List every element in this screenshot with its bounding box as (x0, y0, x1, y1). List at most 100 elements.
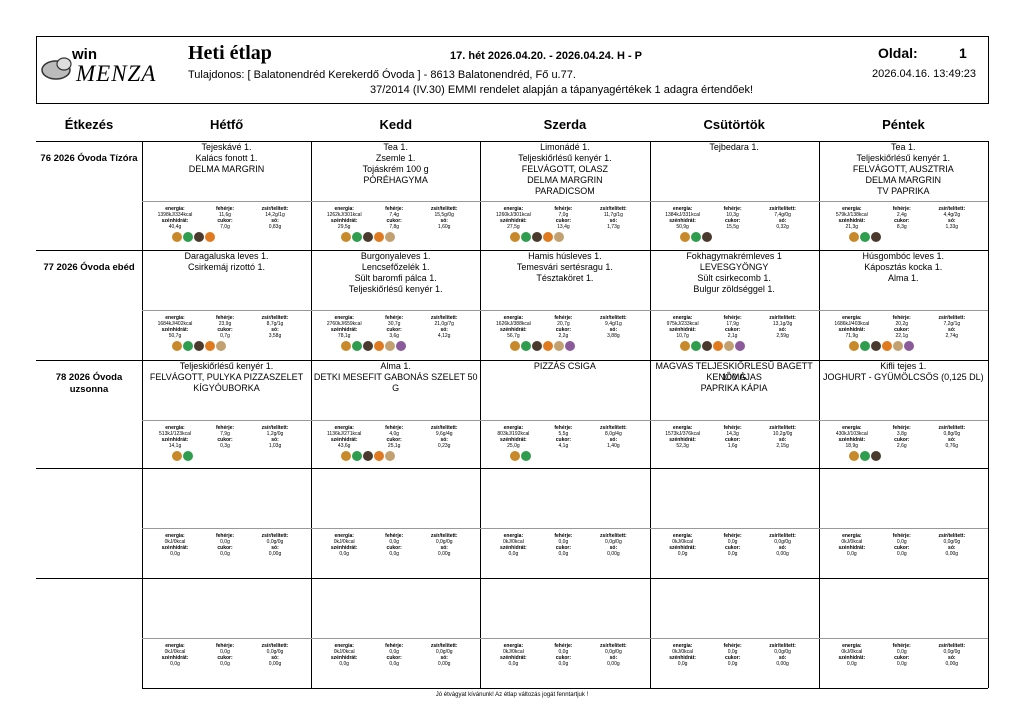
nutrition-label: zsír/telített: (261, 533, 289, 539)
nutrition-label: szénhidrát: (161, 655, 189, 661)
nutrition-separator (142, 310, 988, 311)
nutrition-label: fehérje: (554, 315, 573, 321)
menu-item: Csirkemáj rizottó 1. (187, 262, 266, 272)
nutrition-label: energia: (165, 643, 185, 649)
logo-large: MENZA (76, 61, 157, 86)
menu-item: Sült csirkecomb 1. (697, 273, 771, 283)
nutrition-label: só: (778, 437, 787, 443)
nutrition-value: 0,0g (558, 539, 569, 545)
nutrition-value: 13,1g/3g (772, 321, 793, 327)
allergen-icon (352, 232, 363, 242)
nutrition-label: szénhidrát: (838, 218, 866, 224)
menu-item: Kalács fonott 1. (195, 153, 258, 163)
nutrition-value: 14,3g (726, 431, 739, 437)
nutrition-label: só: (271, 327, 279, 333)
nutrition-label: zsír/telített: (769, 643, 796, 649)
nutrition-value: 1,03g (268, 443, 282, 449)
menu-item: Tésztaköret 1. (536, 273, 594, 283)
nutrition-label: zsír/telített: (769, 315, 796, 321)
nutrition-label: zsír/telített: (430, 533, 458, 539)
nutrition-value: 0,00g (776, 551, 789, 557)
nutrition-label: zsír/telített: (430, 315, 458, 321)
nutrition-label: cukor: (724, 327, 741, 333)
nutrition-label: szénhidrát: (669, 327, 696, 333)
nutrition-value: 30,7g (387, 321, 401, 327)
allergen-icon (194, 341, 204, 351)
nutrition-value: 0,0g (727, 649, 738, 655)
allergen-icon (859, 232, 870, 242)
note: 37/2014 (IV.30) EMMI rendelet alapján a … (370, 84, 754, 96)
nutrition-label: zsír/telített: (938, 643, 966, 649)
nutrition-value: 0,83g (268, 224, 282, 230)
nutrition-label: cukor: (724, 437, 741, 443)
nutrition-label: zsír/telített: (600, 533, 627, 539)
nutrition-label: cukor: (555, 218, 572, 224)
page-label: Oldal: (878, 45, 918, 61)
nutrition-label: só: (271, 437, 279, 443)
nutrition-label: energia: (165, 425, 185, 431)
allergen-icon (881, 341, 892, 351)
footer: Jó étvágyat kívánunk! Az étlap változás … (435, 692, 589, 698)
owner: Tulajdonos: [ Balatonendréd Kerekerdő Óv… (188, 69, 576, 81)
nutrition-label: energia: (334, 315, 354, 321)
menu-item: Teljeskiőrlésű kenyér 1. (348, 284, 443, 294)
menu-item: Tejeskávé 1. (201, 142, 252, 152)
row-line (36, 468, 142, 469)
menu-item: Húsgombóc leves 1. (862, 251, 945, 261)
nutrition-value: 25,1g (387, 443, 401, 449)
nutrition-label: szénhidrát: (500, 655, 527, 661)
nutrition-value: 50,7g (168, 333, 182, 339)
allergen-icon (848, 451, 859, 461)
nutrition-value: 0,0g (846, 661, 857, 667)
menu-item: JOGHURT - GYÜMÖLCSÖS (0,125 DL) (822, 372, 984, 382)
nutrition-label: fehérje: (385, 206, 404, 212)
nutrition-label: szénhidrát: (161, 545, 189, 551)
allergen-icon (363, 451, 374, 461)
menu-item: Tejbedara 1. (709, 142, 759, 152)
nutrition-value: 513kJ/123kcal (159, 431, 191, 437)
nutrition-value: 7,8g (389, 224, 400, 230)
menu-item: Fokhagymakrémleves 1 (686, 251, 782, 261)
nutrition-value: 15,5g/0g (434, 212, 454, 218)
nutrition-value: 0,0g (508, 661, 519, 667)
nutrition-value: 975kJ/233kcal (666, 321, 699, 327)
nutrition-label: só: (271, 655, 279, 661)
row-line (36, 360, 142, 361)
nutrition-value: 0kJ/0kcal (502, 539, 524, 545)
nutrition-value: 18,9g (845, 443, 859, 449)
allergen-icon (521, 341, 532, 351)
nutrition-label: szénhidrát: (330, 545, 358, 551)
allergen-icon (701, 341, 712, 351)
nutrition-label: energia: (672, 315, 693, 321)
nutrition-label: só: (948, 437, 956, 443)
nutrition-label: zsír/telített: (769, 425, 796, 431)
nutrition-label: fehérje: (215, 206, 235, 212)
allergen-icon (543, 341, 554, 351)
logo-icon (41, 57, 72, 80)
nutrition-label: cukor: (386, 545, 402, 551)
nutrition-label: fehérje: (215, 643, 235, 649)
allergen-icon (870, 232, 881, 242)
nutrition-label: cukor: (217, 437, 233, 443)
nutrition-value: 27,5g (507, 224, 520, 230)
nutrition-label: só: (609, 327, 618, 333)
nutrition-label: fehérje: (385, 533, 404, 539)
nutrition-label: energia: (165, 206, 185, 212)
nutrition-value: 0,0g/0g (435, 539, 453, 545)
allergen-icon (554, 341, 565, 351)
nutrition-label: cukor: (894, 655, 910, 661)
nutrition-label: energia: (503, 315, 524, 321)
nutrition-label: szénhidrát: (161, 327, 189, 333)
row-line (142, 360, 988, 361)
nutrition-label: fehérje: (723, 206, 742, 212)
nutrition-label: só: (271, 545, 279, 551)
nutrition-label: só: (609, 655, 618, 661)
nutrition-separator (142, 201, 988, 202)
nutrition-value: 1260kJ/301kcal (496, 212, 531, 218)
nutrition-label: só: (609, 545, 618, 551)
nutrition-label: cukor: (217, 327, 233, 333)
nutrition-label: energia: (672, 206, 693, 212)
nutrition-value: 8,0g/4g (605, 431, 622, 437)
nutrition-value: 0,0g (389, 661, 400, 667)
nutrition-label: fehérje: (385, 425, 404, 431)
